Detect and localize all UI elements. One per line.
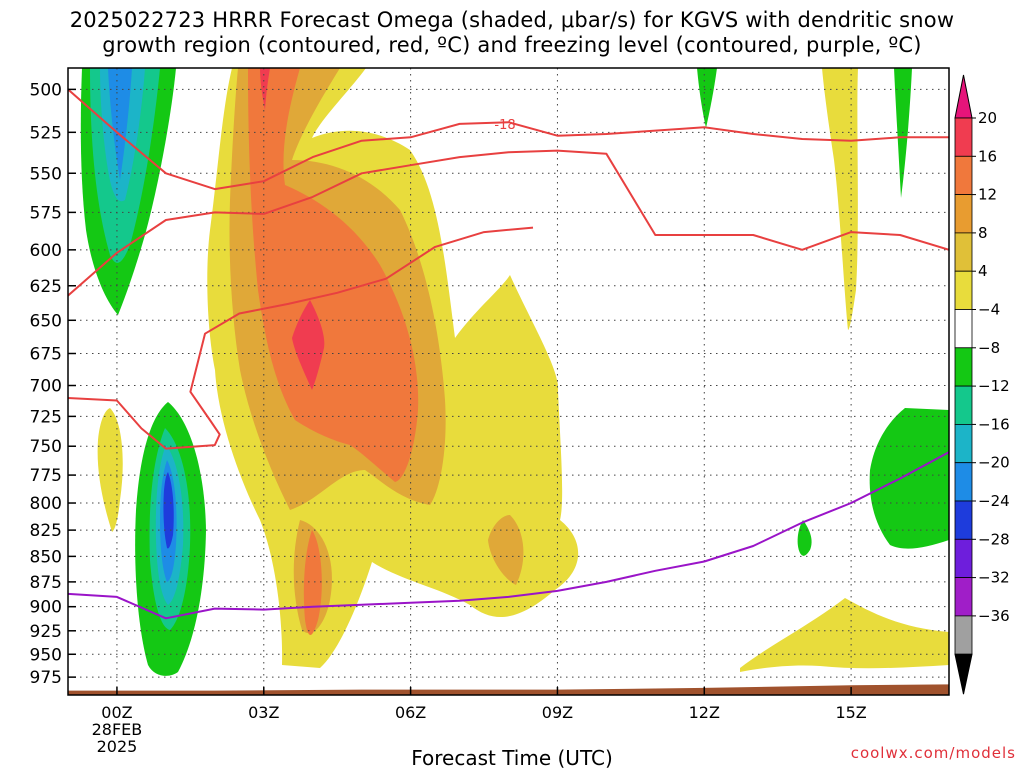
- y-tick-label: 600: [30, 241, 62, 261]
- y-tick-label: 875: [30, 573, 62, 593]
- chart-title-line-1: 2025022723 HRRR Forecast Omega (shaded, …: [69, 8, 955, 32]
- colorbar-label: −28: [978, 530, 1010, 548]
- colorbar-swatch: [954, 500, 973, 540]
- colorbar-label: 8: [978, 224, 988, 242]
- x-tick-date-label: 28FEB: [92, 720, 143, 739]
- colorbar-label: −36: [978, 607, 1010, 625]
- omega-region-gold-small: [488, 515, 524, 585]
- colorbar-swatch: [954, 347, 973, 387]
- omega-region-yellow-east-column: [822, 68, 858, 330]
- contour-line-1: [68, 88, 949, 191]
- contours: [68, 88, 949, 620]
- y-tick-label: 650: [30, 311, 62, 331]
- x-tick-label: 00Z: [101, 703, 132, 722]
- omega-region-red: [292, 300, 325, 390]
- colorbar-label: −4: [978, 301, 1000, 319]
- y-tick-label: 800: [30, 494, 62, 514]
- surface-terrain: [68, 684, 949, 695]
- y-tick-label: 975: [30, 668, 62, 688]
- colorbar-label: 4: [978, 262, 988, 280]
- colorbar-label: 16: [978, 147, 997, 165]
- contour-line-3: [68, 226, 534, 450]
- colorbar-swatch: [954, 270, 973, 310]
- y-tick-label: 775: [30, 466, 62, 486]
- omega-region-green-spike-2: [894, 68, 912, 198]
- omega-region-yellow-early-low: [97, 408, 123, 532]
- y-axis: 500 525 550 575 600 625 650 675 700 725 750 775 800 8…: [30, 80, 76, 688]
- colorbar-swatch: [954, 462, 973, 502]
- colorbar-label: −16: [978, 415, 1010, 433]
- colorbar-swatch: [954, 385, 973, 425]
- colorbar-swatch: [954, 309, 973, 349]
- omega-region-yellow-late-low: [740, 598, 949, 672]
- credit-text: coolwx.com/models: [850, 744, 1016, 762]
- omega-region-orange: [248, 68, 419, 482]
- colorbar-swatch: [954, 155, 973, 196]
- y-tick-label: 750: [30, 437, 62, 457]
- colorbar-swatch: [954, 232, 973, 272]
- omega-region-green-blob: [797, 520, 812, 556]
- omega-region-green-spike-1: [697, 68, 717, 128]
- omega-region-red-top: [260, 68, 270, 110]
- colorbar-arrow-top: [954, 74, 973, 119]
- y-tick-label: 700: [30, 377, 62, 397]
- colorbar-arrow-bottom: [954, 653, 973, 695]
- chart-title-line-2: growth region (contoured, red, ºC) and f…: [102, 33, 922, 57]
- colorbar: 20 16 12 8 4 −4 −8 −12 −16 −20 −24 −28 −32 −36: [954, 74, 1010, 695]
- x-tick-label: 15Z: [835, 703, 866, 722]
- x-tick-label: 12Z: [689, 703, 720, 722]
- y-tick-label: 675: [30, 344, 62, 364]
- contour-line-2: [68, 149, 949, 297]
- y-tick-label: 925: [30, 622, 62, 642]
- colorbar-label: 12: [978, 186, 997, 204]
- y-tick-label: 525: [30, 123, 62, 143]
- colorbar-label: −24: [978, 492, 1010, 510]
- colorbar-swatch: [954, 423, 973, 464]
- y-tick-label: 575: [30, 203, 62, 223]
- y-tick-label: 900: [30, 598, 62, 618]
- x-tick-label: 09Z: [542, 703, 573, 722]
- contour-label-dendritic: -18: [494, 118, 515, 133]
- y-tick-label: 500: [30, 80, 62, 100]
- y-tick-label: 625: [30, 277, 62, 297]
- y-tick-label: 825: [30, 521, 62, 541]
- y-tick-label: 550: [30, 164, 62, 184]
- colorbar-swatch: [954, 615, 973, 655]
- colorbar-label: −8: [978, 339, 1000, 357]
- omega-region-green-east-low: [869, 408, 949, 549]
- colorbar-swatch: [954, 577, 973, 617]
- colorbar-label: 20: [978, 109, 997, 127]
- colorbar-swatch: [954, 538, 973, 578]
- colorbar-label: −32: [978, 569, 1010, 587]
- x-tick-label: 06Z: [395, 703, 426, 722]
- x-axis-title: Forecast Time (UTC): [411, 746, 613, 770]
- colorbar-label: −20: [978, 454, 1010, 472]
- x-tick-year-label: 2025: [97, 737, 138, 756]
- y-tick-label: 850: [30, 547, 62, 567]
- colorbar-swatch: [954, 194, 973, 234]
- omega-shading: [80, 68, 949, 676]
- plot-frame: [67, 67, 950, 696]
- y-tick-label: 725: [30, 407, 62, 427]
- y-tick-label: 950: [30, 645, 62, 665]
- omega-region-darkblue-lower: [163, 472, 174, 549]
- contour-line-4: [68, 451, 949, 620]
- omega-region-blue-upper: [108, 68, 132, 180]
- colorbar-swatch: [954, 117, 973, 157]
- colorbar-label: −12: [978, 377, 1010, 395]
- x-tick-label: 03Z: [248, 703, 279, 722]
